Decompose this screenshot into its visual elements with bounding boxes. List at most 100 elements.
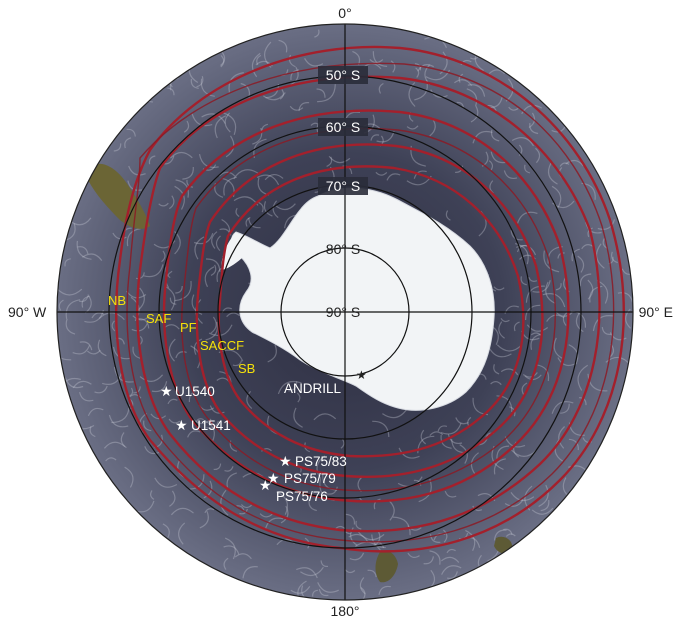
eddy-swirl <box>175 285 183 294</box>
eddy-swirl <box>256 54 262 66</box>
eddy-swirl <box>611 251 618 264</box>
front-label-pf: PF <box>180 320 197 335</box>
eddy-swirl <box>72 380 92 389</box>
eddy-swirl <box>372 420 390 438</box>
eddy-swirl <box>213 463 222 471</box>
eddy-swirl <box>211 231 218 249</box>
eddy-swirl <box>557 252 565 259</box>
eddy-swirl <box>521 104 543 115</box>
eddy-swirl <box>78 295 89 303</box>
latitude-labels: 50° S 60° S 70° S 80° S 90° S <box>318 66 368 320</box>
eddy-swirl <box>276 491 288 515</box>
eddy-swirl <box>263 92 286 101</box>
eddy-swirl <box>112 232 127 240</box>
eddy-swirl <box>378 82 384 94</box>
eddy-swirl <box>466 88 478 107</box>
eddy-swirl <box>224 537 236 560</box>
eddy-swirl <box>467 84 486 97</box>
eddy-swirl <box>441 565 462 575</box>
site-andrill-star-icon: ★ <box>356 368 367 382</box>
eddy-swirl <box>65 299 81 319</box>
eddy-swirl <box>102 372 123 385</box>
eddy-swirl <box>446 571 458 579</box>
eddy-swirl <box>226 312 240 318</box>
eddy-swirl <box>350 527 358 546</box>
eddy-swirl <box>64 377 84 389</box>
eddy-swirl <box>242 566 258 579</box>
eddy-swirl <box>535 147 541 164</box>
eddy-swirl <box>289 105 304 111</box>
eddy-swirl <box>215 235 221 252</box>
eddy-swirl <box>220 51 226 66</box>
eddy-swirl <box>551 401 574 414</box>
eddy-swirl <box>186 179 194 188</box>
eddy-swirl <box>317 84 336 103</box>
eddy-swirl <box>170 507 194 516</box>
eddy-swirl <box>126 228 141 247</box>
eddy-swirl <box>198 153 219 168</box>
eddy-swirl <box>124 137 132 149</box>
eddy-swirl <box>293 407 303 428</box>
eddy-swirl <box>493 364 500 375</box>
lat-label-60: 60° S <box>326 119 360 135</box>
site-ps7579-label: PS75/79 <box>284 471 336 486</box>
eddy-swirl <box>278 39 288 53</box>
eddy-swirl <box>555 283 562 291</box>
eddy-swirl <box>575 312 584 333</box>
eddy-swirl <box>169 490 176 507</box>
eddy-swirl <box>524 164 531 174</box>
eddy-swirl <box>320 560 329 568</box>
eddy-swirl <box>182 166 194 180</box>
label-180: 180° <box>331 603 360 619</box>
eddy-swirl <box>304 57 324 67</box>
eddy-swirl <box>174 185 185 210</box>
eddy-swirl <box>349 552 365 561</box>
eddy-swirl <box>525 285 545 303</box>
eddy-swirl <box>376 131 395 143</box>
ocean-fronts-secondary <box>126 62 615 543</box>
eddy-swirl <box>296 567 318 579</box>
eddy-swirl <box>562 311 568 326</box>
eddy-swirl <box>372 51 388 67</box>
eddy-swirl <box>503 528 513 535</box>
eddy-swirl <box>429 534 441 543</box>
eddy-swirl <box>456 101 464 108</box>
eddy-swirl <box>545 281 556 304</box>
eddy-swirl <box>326 486 338 495</box>
eddy-swirl <box>233 169 260 180</box>
eddy-swirl <box>223 557 229 570</box>
front-saf <box>136 75 601 533</box>
eddy-swirl <box>81 295 90 308</box>
eddy-swirl <box>579 273 592 287</box>
eddy-swirl <box>154 477 178 488</box>
eddy-swirl <box>204 420 215 443</box>
eddy-swirl <box>108 414 129 428</box>
eddy-swirl <box>174 280 192 302</box>
eddy-swirl <box>111 320 116 332</box>
eddy-swirl <box>407 552 420 559</box>
eddy-swirl <box>256 174 280 186</box>
eddy-swirl <box>579 397 587 406</box>
eddy-swirl <box>367 569 377 578</box>
eddy-swirl <box>127 180 143 191</box>
eddy-swirl <box>597 219 616 230</box>
front-sb <box>217 165 525 458</box>
eddy-swirl <box>503 170 518 180</box>
eddy-swirl <box>87 349 101 355</box>
eddy-swirl <box>167 87 175 96</box>
eddy-swirl <box>220 489 229 516</box>
eddy-swirl <box>316 455 326 480</box>
eddy-swirl <box>442 529 448 543</box>
eddy-swirl <box>488 160 494 172</box>
eddy-swirl <box>445 210 451 221</box>
eddy-swirl <box>195 418 204 423</box>
eddy-swirl <box>120 432 127 449</box>
eddy-swirl <box>218 171 236 177</box>
front-secondary-1 <box>126 62 615 543</box>
eddy-swirl <box>357 531 385 541</box>
eddy-swirl <box>532 280 551 293</box>
eddy-swirl <box>64 258 71 267</box>
eddy-swirl <box>390 60 396 73</box>
lat-label-60-bg <box>318 118 368 136</box>
eddy-swirl <box>493 458 506 475</box>
